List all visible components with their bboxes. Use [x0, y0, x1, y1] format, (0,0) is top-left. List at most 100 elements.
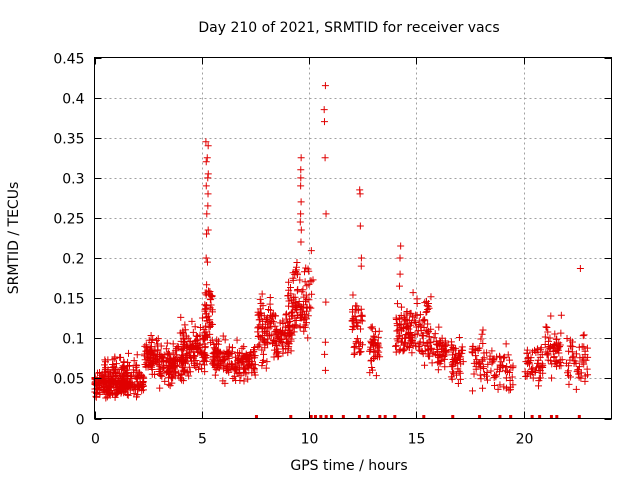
data-point	[130, 357, 138, 365]
data-point	[194, 348, 202, 356]
data-point	[256, 295, 264, 303]
data-point	[434, 366, 442, 374]
data-point	[441, 363, 449, 371]
data-point	[282, 345, 290, 353]
data-point	[266, 318, 274, 326]
data-point	[124, 391, 132, 399]
data-point	[200, 334, 208, 342]
data-point	[114, 387, 122, 395]
data-point	[425, 333, 433, 341]
data-point	[449, 368, 457, 376]
data-point	[110, 366, 118, 374]
data-point	[303, 307, 311, 315]
data-point	[208, 320, 216, 328]
data-point	[285, 286, 293, 294]
data-point	[159, 358, 167, 366]
data-point	[119, 362, 127, 370]
data-point	[198, 365, 206, 373]
data-point	[424, 342, 432, 350]
x-tick-label: 0	[91, 432, 100, 448]
data-point	[292, 266, 300, 274]
data-point	[153, 340, 161, 348]
data-point	[469, 342, 477, 350]
data-point	[297, 154, 305, 162]
data-point	[256, 305, 264, 313]
data-point	[148, 370, 156, 378]
data-point	[508, 373, 516, 381]
data-point	[260, 328, 268, 336]
data-point	[266, 300, 274, 308]
data-point	[397, 321, 405, 329]
data-point	[401, 317, 409, 325]
data-point	[427, 293, 435, 301]
data-point	[303, 282, 311, 290]
data-point	[420, 316, 428, 324]
data-point	[231, 353, 239, 361]
data-point	[143, 359, 151, 367]
data-point	[524, 369, 532, 377]
data-point	[259, 317, 267, 325]
data-point	[244, 363, 252, 371]
data-point	[572, 359, 580, 367]
data-point	[500, 354, 508, 362]
data-point	[109, 389, 117, 397]
data-point	[580, 331, 588, 339]
data-point	[238, 359, 246, 367]
data-point	[207, 301, 215, 309]
data-point	[290, 328, 298, 336]
data-point	[186, 337, 194, 345]
data-point	[254, 324, 262, 332]
data-point	[203, 258, 211, 266]
data-point	[163, 339, 171, 347]
data-point	[247, 349, 255, 357]
data-point	[288, 299, 296, 307]
data-point	[203, 230, 211, 238]
data-point	[307, 247, 315, 255]
data-point	[567, 342, 575, 350]
data-point	[565, 347, 573, 355]
data-point	[370, 332, 378, 340]
data-point	[300, 268, 308, 276]
data-point	[372, 372, 380, 380]
data-point	[188, 344, 196, 352]
data-point	[491, 382, 499, 390]
data-point	[219, 357, 227, 365]
data-point	[447, 338, 455, 346]
data-point	[349, 315, 357, 323]
data-point	[298, 303, 306, 311]
data-point	[200, 361, 208, 369]
data-point	[356, 222, 364, 230]
data-point	[251, 371, 259, 379]
data-point	[163, 367, 171, 375]
x-tick-label: 15	[408, 432, 426, 448]
data-point	[477, 335, 485, 343]
data-point	[201, 340, 209, 348]
data-point	[505, 356, 513, 364]
data-point	[260, 312, 268, 320]
data-point	[551, 330, 559, 338]
data-point	[470, 359, 478, 367]
data-point	[415, 340, 423, 348]
data-point	[504, 351, 512, 359]
data-point	[245, 355, 253, 363]
x-tick-label: 5	[198, 432, 207, 448]
data-point	[480, 354, 488, 362]
data-point	[120, 382, 128, 390]
data-point	[370, 355, 378, 363]
data-point	[291, 304, 299, 312]
data-point	[459, 358, 467, 366]
data-point	[291, 321, 299, 329]
data-point	[428, 359, 436, 367]
data-point	[296, 218, 304, 226]
data-point	[321, 350, 329, 358]
data-point	[296, 324, 304, 332]
data-point	[473, 356, 481, 364]
data-point	[424, 320, 432, 328]
data-point	[236, 377, 244, 385]
data-point	[405, 316, 413, 324]
data-point	[154, 335, 162, 343]
y-tick-label: 0.2	[62, 252, 84, 268]
data-point	[321, 82, 329, 90]
data-point	[297, 174, 305, 182]
data-point	[283, 338, 291, 346]
